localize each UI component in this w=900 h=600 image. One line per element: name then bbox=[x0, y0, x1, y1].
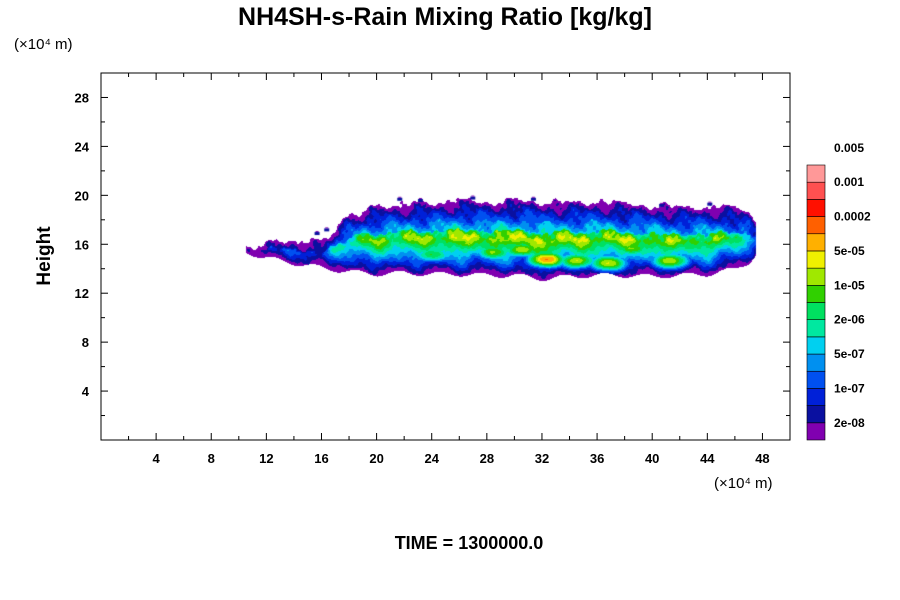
plot-frame bbox=[100, 72, 791, 441]
colorbar-label: 1e-05 bbox=[834, 278, 865, 292]
x-tick-label: 4 bbox=[153, 451, 161, 466]
colorbar-label: 1e-07 bbox=[834, 381, 865, 395]
colorbar-swatch bbox=[806, 164, 826, 183]
x-tick-label: 28 bbox=[480, 451, 494, 466]
colorbar-swatch bbox=[806, 422, 826, 441]
time-label: TIME = 1300000.0 bbox=[395, 533, 544, 553]
colorbar-swatch bbox=[806, 405, 826, 424]
y-unit-label: (×10⁴ m) bbox=[14, 36, 73, 53]
x-tick-label: 20 bbox=[369, 451, 383, 466]
colorbar-label: 0.0002 bbox=[834, 210, 871, 224]
x-axis-ticks: 4 8 12 16 20 24 28 32 36 40 44 48 bbox=[128, 73, 791, 466]
colorbar-label: 5e-05 bbox=[834, 244, 865, 258]
y-tick-label: 28 bbox=[75, 90, 89, 105]
x-tick-label: 32 bbox=[535, 451, 549, 466]
colorbar-label: 2e-08 bbox=[834, 416, 865, 430]
colorbar-swatch bbox=[806, 233, 826, 252]
field-canvas bbox=[102, 74, 790, 440]
colorbar-label: 5e-07 bbox=[834, 347, 865, 361]
x-tick-label: 48 bbox=[755, 451, 769, 466]
colorbar: 2e-08 1e-07 5e-07 2e-06 1e-05 5e-05 0.0002 0.00… bbox=[806, 141, 871, 441]
colorbar-swatch bbox=[806, 370, 826, 389]
y-axis-ticks: 4 8 12 16 20 24 28 bbox=[75, 72, 790, 417]
chart-title: NH4SH-s-Rain Mixing Ratio [kg/kg] bbox=[238, 3, 652, 31]
colorbar-swatch bbox=[806, 199, 826, 217]
x-tick-label: 8 bbox=[208, 451, 215, 466]
colorbar-swatch bbox=[806, 181, 826, 200]
y-tick-label: 24 bbox=[75, 139, 90, 154]
colorbar-label: 0.005 bbox=[834, 141, 864, 155]
colorbar-swatch bbox=[806, 336, 826, 355]
colorbar-swatch bbox=[806, 267, 826, 286]
colorbar-swatch bbox=[806, 285, 826, 303]
y-tick-label: 8 bbox=[82, 335, 89, 350]
y-tick-label: 20 bbox=[75, 188, 89, 203]
colorbar-swatch bbox=[806, 216, 826, 235]
field-raster bbox=[102, 74, 790, 440]
x-unit-label: (×10⁴ m) bbox=[714, 475, 773, 492]
y-tick-label: 4 bbox=[82, 384, 90, 399]
colorbar-swatch bbox=[806, 353, 826, 372]
colorbar-label: 2e-06 bbox=[834, 313, 865, 327]
y-tick-label: 16 bbox=[75, 237, 89, 252]
colorbar-label: 0.001 bbox=[834, 175, 864, 189]
x-tick-label: 36 bbox=[590, 451, 604, 466]
x-tick-label: 16 bbox=[314, 451, 328, 466]
x-tick-label: 40 bbox=[645, 451, 659, 466]
colorbar-swatch bbox=[806, 302, 826, 320]
y-axis-label: Height bbox=[34, 226, 55, 286]
x-tick-label: 12 bbox=[259, 451, 273, 466]
y-tick-label: 12 bbox=[75, 286, 89, 301]
x-tick-label: 44 bbox=[700, 451, 715, 466]
x-tick-label: 24 bbox=[424, 451, 439, 466]
colorbar-swatch bbox=[806, 388, 826, 406]
colorbar-swatch bbox=[806, 319, 826, 338]
colorbar-swatch bbox=[806, 250, 826, 269]
mixing-ratio-field bbox=[102, 74, 790, 440]
